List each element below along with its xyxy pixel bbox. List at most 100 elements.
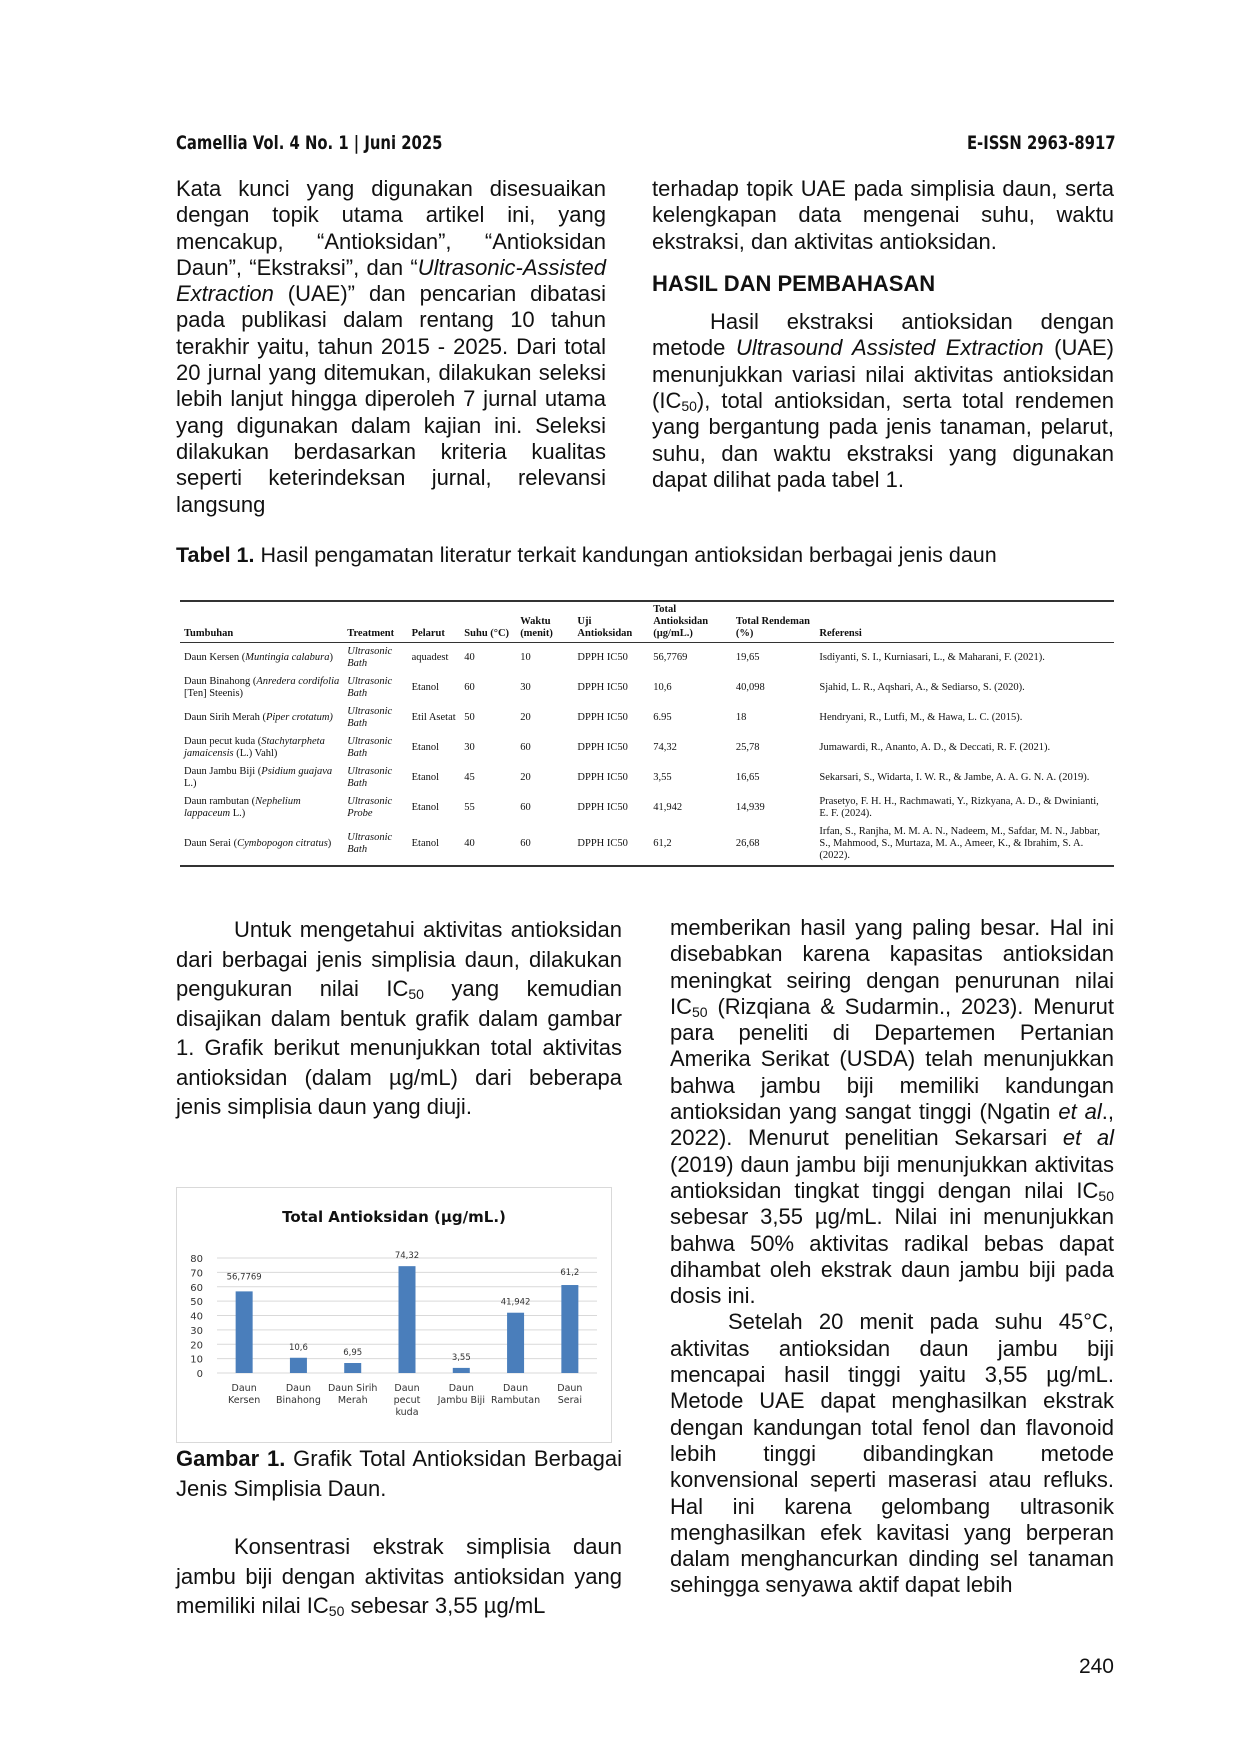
cell-waktu: 30	[520, 682, 531, 693]
cell-tumbuhan: Daun rambutan (Nephelium lappaceum L.)	[180, 793, 343, 823]
cell-rendemen: 40,098	[735, 682, 765, 693]
results-paragraph: Hasil ekstraksi antioksidan dengan metod…	[652, 309, 1114, 493]
text: Ultrasound Assisted Extraction	[735, 335, 1044, 361]
x-tick-label: Jambu Biji	[437, 1395, 485, 1406]
table-row: Daun Serai (Cymbopogon citratus) Ultrason…	[180, 823, 1114, 866]
cell-waktu: 20	[520, 772, 531, 783]
text: 50	[692, 1003, 708, 1020]
cell-tumbuhan: Daun pecut kuda (Stachytarpheta jamaicen…	[180, 733, 343, 763]
table-row: Daun rambutan (Nephelium lappaceum L.) Ul…	[180, 793, 1114, 823]
cell-pelarut: Etanol	[411, 772, 440, 783]
cell-suhu: 40	[464, 652, 475, 663]
cell-uji: DPPH IC50	[577, 802, 628, 813]
y-tick-label: 20	[190, 1340, 203, 1351]
cell-total: 74,32	[653, 742, 677, 753]
x-tick-label: Binahong	[276, 1395, 321, 1406]
column-header: Total Antioksidan (µg/mL.)	[649, 601, 732, 643]
text: 50	[408, 986, 424, 1002]
cell-waktu: 20	[520, 712, 531, 723]
text: (2019) daun jambu biji menunjukkan aktiv…	[670, 1151, 1114, 1203]
cell-ref: Sjahid, L. R., Aqshari, A., & Sediarso, …	[819, 682, 1025, 693]
column-header: Treatment	[343, 601, 408, 643]
cell-pelarut: Etanol	[411, 682, 440, 693]
cell-total: 41,942	[653, 802, 683, 813]
cell-rendemen: 14,939	[735, 802, 765, 813]
bar	[289, 1357, 307, 1373]
cell-waktu: 60	[520, 742, 531, 753]
table-body: Daun Kersen (Muntingia calabura) Ultrason…	[180, 643, 1114, 867]
paragraph: terhadap topik UAE pada simplisia daun, …	[652, 176, 1114, 254]
text: Untuk mengetahui aktivitas antioksidan d…	[176, 917, 622, 1001]
cell-ref: Sekarsari, S., Widarta, I. W. R., & Jamb…	[819, 772, 1090, 783]
cell-tumbuhan: Daun Jambu Biji (Psidium guajava L.)	[180, 763, 343, 793]
figure-caption: Gambar 1. Grafik Total Antioksidan Berba…	[176, 1444, 622, 1503]
cell-treatment: Ultrasonic Probe	[347, 796, 393, 819]
table-row: Daun Kersen (Muntingia calabura) Ultrason…	[180, 643, 1114, 674]
bar	[344, 1363, 362, 1373]
cell-name: Daun Kersen (	[184, 652, 246, 663]
y-tick-label: 0	[197, 1369, 203, 1380]
journal-header: Camellia Vol. 4 No. 1 | Juni 2025	[176, 132, 443, 154]
column-2: terhadap topik UAE pada simplisia daun, …	[652, 176, 1114, 493]
results-table: Tumbuhan Treatment Pelarut Suhu (°C) Waktu (…	[180, 600, 1114, 867]
x-tick-label: Daun Sirih	[328, 1383, 377, 1394]
cell-total: 61,2	[653, 838, 672, 849]
y-tick-label: 30	[190, 1326, 203, 1337]
cell-rendemen: 16,65	[735, 772, 760, 783]
bar	[561, 1285, 579, 1373]
cell-tail: (L.) Vahl)	[233, 748, 278, 759]
table-row: Daun pecut kuda (Stachytarpheta jamaicen…	[180, 733, 1114, 763]
x-tick-label: Merah	[338, 1395, 368, 1406]
table-header-row: Tumbuhan Treatment Pelarut Suhu (°C) Waktu (…	[180, 601, 1114, 643]
text: Hasil ekstraksi antioksidan dengan metod…	[652, 309, 1114, 361]
text: et al	[1058, 1099, 1102, 1125]
x-tick-label: Serai	[558, 1395, 582, 1406]
x-tick-label: Daun	[394, 1383, 419, 1394]
cell-tail: )	[327, 838, 332, 849]
y-tick-label: 70	[190, 1268, 203, 1279]
cell-tail: )	[329, 652, 334, 663]
column-1: Kata kunci yang digunakan disesuaikan de…	[176, 176, 606, 518]
cell-name: Daun pecut kuda (	[184, 736, 262, 747]
cell-tail: [Ten] Steenis)	[184, 688, 244, 699]
text: et al	[1062, 1125, 1114, 1151]
data-label: 10,6	[289, 1343, 308, 1353]
cell-pelarut: Etil Asetat	[411, 712, 456, 723]
cell-tail: L.)	[184, 778, 197, 789]
cell-latin: Anredera cordifolia	[256, 676, 340, 687]
paragraph: Setelah 20 menit pada suhu 45°C, aktivit…	[670, 1309, 1114, 1598]
text: sebesar 3,55 µg/mL. Nilai ini menunjukka…	[670, 1204, 1114, 1309]
text: ), total antioksidan, serta total rendem…	[652, 388, 1114, 492]
cell-latin: Muntingia calabura	[245, 652, 330, 663]
cell-total: 56,7769	[653, 652, 688, 663]
text: memberikan hasil yang paling besar. Hal …	[670, 915, 1114, 1019]
section-title: HASIL DAN PEMBAHASAN	[652, 270, 936, 296]
cell-treatment: Ultrasonic Bath	[347, 676, 393, 699]
caption-text: Grafik Total Antioksidan Berbagai Jenis …	[176, 1446, 622, 1501]
x-tick-label: Daun	[286, 1383, 311, 1394]
caption-label: Gambar 1.	[176, 1446, 286, 1471]
cell-uji: DPPH IC50	[577, 838, 628, 849]
cell-pelarut: Etanol	[411, 742, 440, 753]
chart-svg: Total Antioksidan (µg/mL.) 0 10 20 30 40 50 60 7…	[190, 1208, 597, 1418]
cell-name: Daun rambutan (	[184, 796, 256, 807]
bar-chart: Total Antioksidan (µg/mL.) 0 10 20 30 40 50 60 7…	[176, 1187, 612, 1443]
cell-uji: DPPH IC50	[577, 772, 628, 783]
cell-rendemen: 18	[735, 712, 747, 723]
paragraph: Untuk mengetahui aktivitas antioksidan d…	[176, 915, 622, 1122]
text: 50	[328, 1603, 345, 1619]
cell-treatment: Ultrasonic Bath	[347, 736, 393, 759]
cell-ref: Jumawardi, R., Ananto, A. D., & Deccati,…	[819, 742, 1051, 753]
keywords-paragraph: Kata kunci yang digunakan disesuaikan de…	[176, 176, 606, 518]
page-number: 240	[1078, 1655, 1114, 1678]
cell-treatment: Ultrasonic Bath	[347, 646, 393, 669]
column-3: Untuk mengetahui aktivitas antioksidan d…	[176, 915, 622, 1122]
chart-title: Total Antioksidan (µg/mL.)	[282, 1208, 506, 1226]
table-row: Daun Sirih Merah (Piper crotatum) Ultraso…	[180, 703, 1114, 733]
cell-total: 10,6	[653, 682, 672, 693]
data-label: 3,55	[452, 1353, 471, 1363]
cell-suhu: 40	[464, 838, 475, 849]
data-label: 6,95	[343, 1348, 362, 1358]
column-header: Uji Antioksidan	[573, 601, 650, 643]
column-3-lower: Gambar 1. Grafik Total Antioksidan Berba…	[176, 1444, 622, 1621]
